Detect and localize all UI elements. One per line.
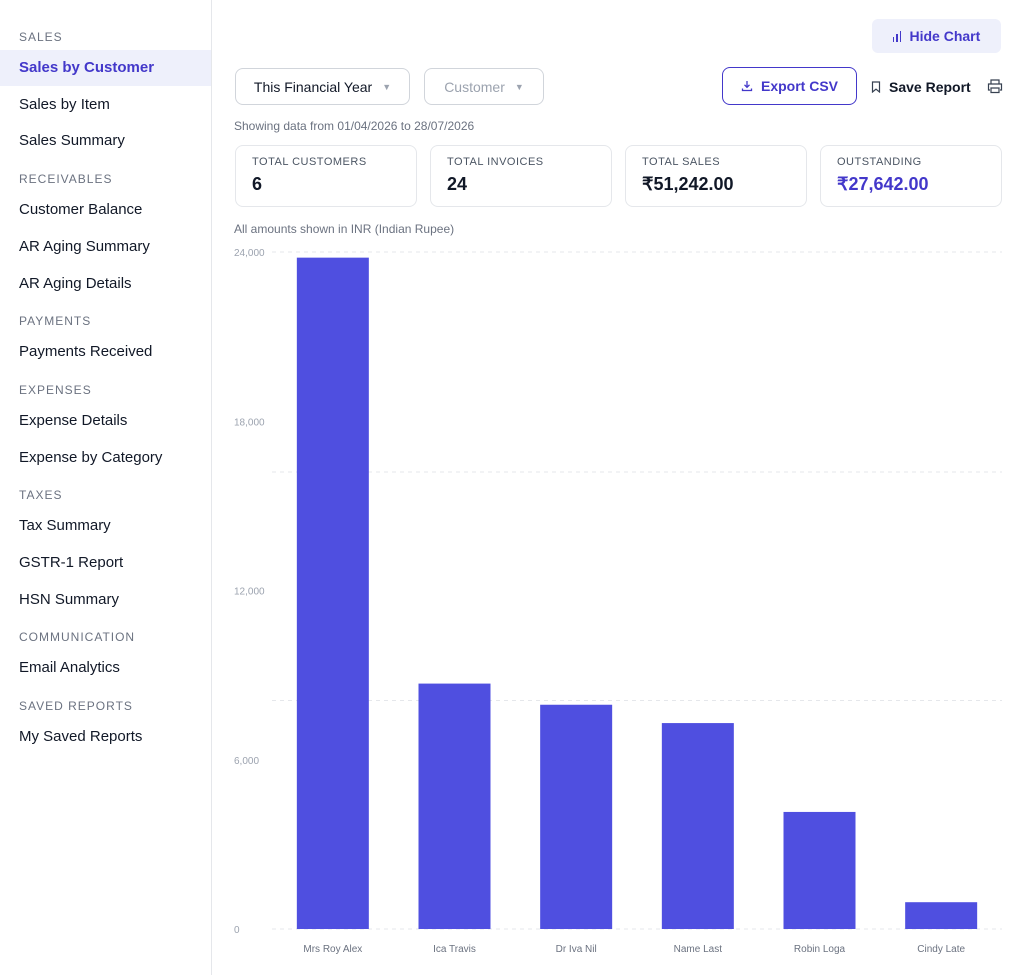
sidebar-item-sales-summary[interactable]: Sales Summary xyxy=(19,132,125,150)
stat-card-value: 6 xyxy=(252,174,263,194)
chevron-down-icon: ▼ xyxy=(514,81,524,92)
sidebar-item-customer-balance[interactable]: Customer Balance xyxy=(19,201,143,219)
sidebar-item-sales-by-customer[interactable]: Sales by Customer xyxy=(0,50,211,86)
x-tick-label: Cindy Late xyxy=(917,944,965,955)
sidebar-item-expense-by-category[interactable]: Expense by Category xyxy=(19,448,163,466)
sidebar-item-tax-summary[interactable]: Tax Summary xyxy=(19,517,111,535)
bar-dr-iva-nil[interactable] xyxy=(540,704,613,929)
x-tick-label: Dr Iva Nil xyxy=(556,944,597,955)
save-report-button[interactable]: Save Report xyxy=(871,77,971,97)
sidebar-item-my-saved-reports[interactable]: My Saved Reports xyxy=(19,728,143,746)
stat-card-value: 24 xyxy=(447,174,468,194)
currency-note: All amounts shown in INR (Indian Rupee) xyxy=(234,222,455,236)
sidebar-item-ar-aging-details[interactable]: AR Aging Details xyxy=(19,274,132,292)
bar-ica-travis[interactable] xyxy=(418,683,491,929)
sidebar-item-expense-details[interactable]: Expense Details xyxy=(19,411,128,429)
x-tick-label: Ica Travis xyxy=(433,944,476,955)
sidebar-section-payments: PAYMENTS xyxy=(19,314,92,329)
bar-cindy-late[interactable] xyxy=(905,902,978,929)
sidebar-section-saved-reports: SAVED REPORTS xyxy=(19,699,133,714)
stat-card-value: ₹51,242.00 xyxy=(642,174,734,194)
x-tick-label: Name Last xyxy=(674,944,723,955)
sidebar-section-sales: SALES xyxy=(19,30,63,44)
hide-chart-label: Hide Chart xyxy=(909,28,981,44)
save-report-label: Save Report xyxy=(889,79,971,95)
period-select-value: This Financial Year xyxy=(253,78,373,95)
y-tick-label: 0 xyxy=(234,925,240,936)
customer-select[interactable]: Customer ▼ xyxy=(424,68,544,105)
reports-sidebar: SALES Sales by Customer Sales by Item Sales… xyxy=(0,0,212,975)
sidebar-item-sales-by-item[interactable]: Sales by Item xyxy=(19,95,110,113)
stat-card-total-invoices: TOTAL INVOICES 24 xyxy=(430,145,612,207)
sidebar-item-email-analytics[interactable]: Email Analytics xyxy=(19,659,120,677)
sidebar-section-expenses: EXPENSES xyxy=(19,382,92,397)
sidebar-section-communication: COMMUNICATION xyxy=(19,630,136,645)
sidebar-item-payments-received[interactable]: Payments Received xyxy=(19,343,153,361)
x-tick-label: Robin Loga xyxy=(794,944,846,955)
download-icon xyxy=(741,81,753,92)
stat-card-total-customers: TOTAL CUSTOMERS 6 xyxy=(235,145,417,207)
y-tick-label: 6,000 xyxy=(234,756,259,767)
stat-card-value: ₹27,642.00 xyxy=(837,174,929,194)
bar-chart-icon xyxy=(892,30,902,42)
stat-card-label: TOTAL INVOICES xyxy=(447,156,544,168)
customer-select-placeholder: Customer xyxy=(444,78,505,95)
y-tick-label: 18,000 xyxy=(234,417,265,428)
report-main: Hide Chart This Financial Year ▼ Custome… xyxy=(212,0,1024,975)
y-tick-label: 12,000 xyxy=(234,587,265,598)
date-range-note: Showing data from 01/04/2026 to 28/07/20… xyxy=(234,119,475,133)
bar-mrs-roy-alex[interactable] xyxy=(296,257,369,929)
sidebar-item-gstr-1-report[interactable]: GSTR-1 Report xyxy=(19,554,124,571)
y-tick-label: 24,000 xyxy=(234,248,265,259)
bookmark-icon xyxy=(871,81,881,93)
chevron-down-icon: ▼ xyxy=(382,81,392,92)
stat-card-label: TOTAL SALES xyxy=(642,156,721,168)
sidebar-item-hsn-summary[interactable]: HSN Summary xyxy=(19,590,120,608)
stat-card-label: OUTSTANDING xyxy=(837,156,922,168)
export-csv-button[interactable]: Export CSV xyxy=(722,67,857,105)
period-select[interactable]: This Financial Year ▼ xyxy=(235,68,410,105)
bar-name-last[interactable] xyxy=(661,723,734,929)
sales-by-customer-chart: 0 6,000 12,000 18,000 24,000 Mrs Roy Alex Ica … xyxy=(234,248,1002,955)
hide-chart-button[interactable]: Hide Chart xyxy=(872,19,1001,53)
sidebar-item-ar-aging-summary[interactable]: AR Aging Summary xyxy=(19,237,150,255)
sidebar-section-receivables: RECEIVABLES xyxy=(19,172,113,187)
print-icon[interactable] xyxy=(987,78,1003,94)
sidebar-section-taxes: TAXES xyxy=(19,488,63,503)
bar-robin-loga[interactable] xyxy=(783,811,856,929)
x-tick-label: Mrs Roy Alex xyxy=(303,944,362,955)
stat-card-outstanding: OUTSTANDING ₹27,642.00 xyxy=(820,145,1002,207)
stat-card-label: TOTAL CUSTOMERS xyxy=(252,156,367,168)
export-csv-label: Export CSV xyxy=(760,78,838,94)
stat-card-total-sales: TOTAL SALES ₹51,242.00 xyxy=(625,145,807,207)
